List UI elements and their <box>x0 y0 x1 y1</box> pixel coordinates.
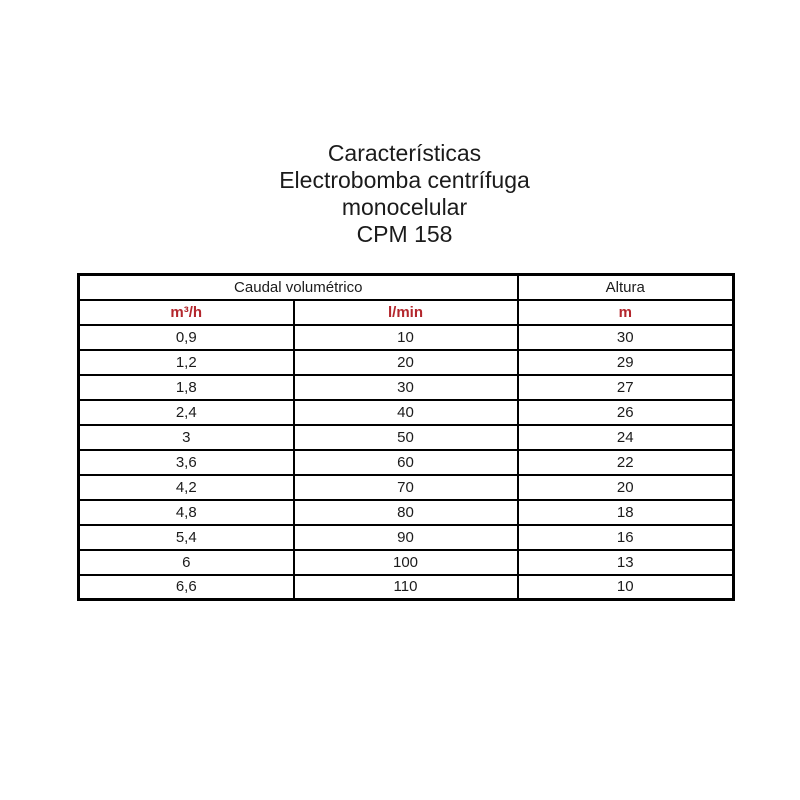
cell-lmin: 60 <box>292 448 519 476</box>
cell-lmin: 10 <box>292 323 519 351</box>
pump-characteristics-table: Caudal volumétrico Altura m³/h l/min m 0… <box>77 273 735 601</box>
cell-lmin: 40 <box>292 398 519 426</box>
cell-m3h: 1,8 <box>77 373 295 401</box>
cell-lmin: 80 <box>292 498 519 526</box>
cell-m3h: 4,8 <box>77 498 295 526</box>
cell-altura: 27 <box>516 373 735 401</box>
table-row: 5,4 90 16 <box>77 523 735 551</box>
table-row: 3 50 24 <box>77 423 735 451</box>
cell-altura: 29 <box>516 348 735 376</box>
cell-m3h: 3 <box>77 423 295 451</box>
cell-lmin: 100 <box>292 548 519 576</box>
cell-altura: 22 <box>516 448 735 476</box>
unit-header-m3h: m³/h <box>77 298 295 326</box>
cell-m3h: 4,2 <box>77 473 295 501</box>
cell-lmin: 90 <box>292 523 519 551</box>
table-row: 6 100 13 <box>77 548 735 576</box>
cell-altura: 26 <box>516 398 735 426</box>
cell-altura: 24 <box>516 423 735 451</box>
cell-altura: 10 <box>516 573 735 601</box>
title-line-1: Características <box>327 140 482 166</box>
table-row: 6,6 110 10 <box>77 573 735 601</box>
cell-altura: 18 <box>516 498 735 526</box>
cell-lmin: 30 <box>292 373 519 401</box>
cell-m3h: 6 <box>77 548 295 576</box>
table-row: 3,6 60 22 <box>77 448 735 476</box>
title-line-3: monocelular <box>341 194 468 220</box>
table-row: 2,4 40 26 <box>77 398 735 426</box>
cell-m3h: 2,4 <box>77 398 295 426</box>
document-title: Características Electrobomba centrífuga … <box>77 140 732 248</box>
table-row: 1,8 30 27 <box>77 373 735 401</box>
cell-lmin: 50 <box>292 423 519 451</box>
cell-m3h: 3,6 <box>77 448 295 476</box>
cell-altura: 30 <box>516 323 735 351</box>
cell-lmin: 70 <box>292 473 519 501</box>
table-row: 1,2 20 29 <box>77 348 735 376</box>
group-header-row: Caudal volumétrico Altura <box>77 273 735 301</box>
cell-m3h: 6,6 <box>77 573 295 601</box>
cell-m3h: 1,2 <box>77 348 295 376</box>
cell-altura: 16 <box>516 523 735 551</box>
unit-header-m: m <box>516 298 735 326</box>
cell-m3h: 0,9 <box>77 323 295 351</box>
cell-altura: 13 <box>516 548 735 576</box>
unit-header-lmin: l/min <box>292 298 519 326</box>
table-row: 4,8 80 18 <box>77 498 735 526</box>
group-header-altura: Altura <box>516 273 735 301</box>
table-row: 4,2 70 20 <box>77 473 735 501</box>
cell-m3h: 5,4 <box>77 523 295 551</box>
document-page: Características Electrobomba centrífuga … <box>77 0 735 601</box>
cell-lmin: 20 <box>292 348 519 376</box>
cell-altura: 20 <box>516 473 735 501</box>
table-row: 0,9 10 30 <box>77 323 735 351</box>
group-header-caudal-volumetrico: Caudal volumétrico <box>77 273 519 301</box>
title-line-4: CPM 158 <box>356 221 453 247</box>
cell-lmin: 110 <box>292 573 519 601</box>
unit-header-row: m³/h l/min m <box>77 298 735 326</box>
title-line-2: Electrobomba centrífuga <box>279 167 530 193</box>
